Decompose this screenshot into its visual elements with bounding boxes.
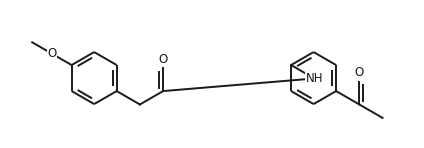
Text: NH: NH	[306, 72, 323, 85]
Text: O: O	[355, 66, 364, 79]
Text: O: O	[47, 47, 56, 60]
Text: O: O	[159, 53, 168, 66]
